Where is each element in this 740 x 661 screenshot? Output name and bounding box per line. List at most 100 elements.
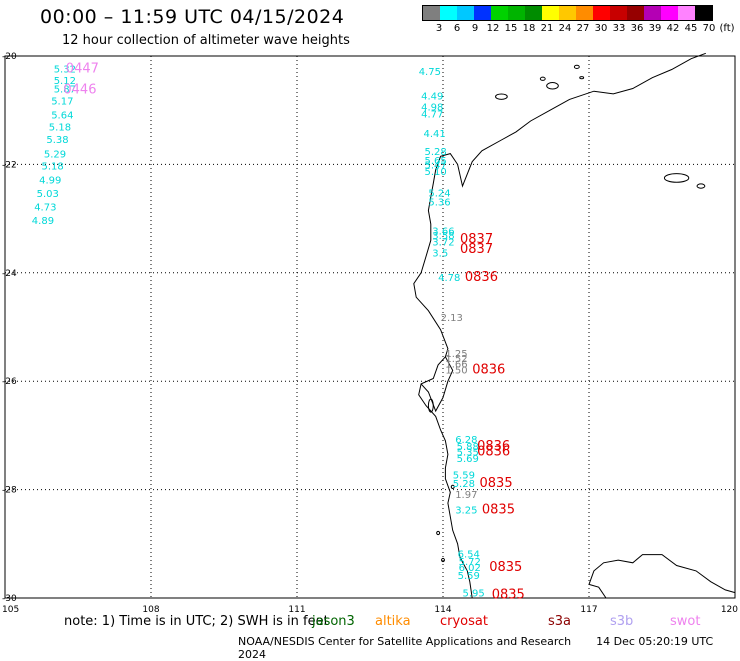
pass-time-label: 0836 bbox=[465, 270, 498, 285]
legend-swatch bbox=[695, 6, 712, 20]
page-subtitle: 12 hour collection of altimeter wave hei… bbox=[62, 33, 350, 48]
pass-time-label: 0837 bbox=[460, 232, 493, 247]
wave-height-value: 5.29 bbox=[44, 150, 66, 161]
satellite-label-jason3: jason3 bbox=[312, 614, 355, 629]
wave-height-value: 1.97 bbox=[455, 490, 477, 501]
island bbox=[450, 484, 455, 490]
longitude-label: 114 bbox=[434, 605, 451, 615]
wave-height-value: 5.17 bbox=[51, 96, 73, 107]
island bbox=[436, 530, 441, 536]
wave-height-value: 4.89 bbox=[32, 216, 54, 227]
legend-label: 24 bbox=[558, 23, 572, 34]
coastline bbox=[413, 52, 706, 599]
legend-color-bar bbox=[422, 5, 713, 21]
wave-height-value: 5.28 bbox=[453, 479, 475, 490]
legend-label: 15 bbox=[504, 23, 518, 34]
wave-height-value: 5.03 bbox=[37, 189, 59, 200]
legend-label: 12 bbox=[486, 23, 500, 34]
wave-height-value: 4.49 bbox=[421, 92, 443, 103]
satellite-label-altika: altika bbox=[375, 614, 411, 629]
wave-height-value: 5.95 bbox=[463, 589, 485, 600]
pass-time-label: 0835 bbox=[492, 588, 525, 603]
pass-time-label: 0835 bbox=[480, 476, 513, 491]
legend-swatch bbox=[678, 6, 695, 20]
wave-height-value: 1.66 bbox=[445, 359, 467, 370]
legend-label: 6 bbox=[453, 23, 461, 34]
legend-swatch bbox=[440, 6, 457, 20]
wave-height-value: 4.77 bbox=[421, 110, 443, 121]
island bbox=[427, 398, 434, 413]
pass-time-label: 0446 bbox=[63, 83, 96, 98]
wave-height-value: 1.25 bbox=[445, 349, 467, 360]
legend-swatch bbox=[525, 6, 542, 20]
wave-height-value: 5.59 bbox=[458, 571, 480, 582]
wave-height-value: 5.65 bbox=[425, 156, 447, 167]
pass-time-label: 0836 bbox=[472, 362, 505, 377]
island bbox=[696, 183, 706, 189]
wave-height-value: 5.10 bbox=[425, 167, 447, 178]
legend-label: 27 bbox=[576, 23, 590, 34]
wave-height-value: 5.28 bbox=[425, 147, 447, 158]
wave-height-value: 5.59 bbox=[453, 470, 475, 481]
legend-swatch bbox=[627, 6, 644, 20]
map-frame bbox=[4, 55, 736, 599]
wave-height-value: 3.66 bbox=[432, 227, 454, 238]
legend-swatch bbox=[457, 6, 474, 20]
pass-time-label: 0835 bbox=[482, 503, 515, 518]
legend-swatch bbox=[423, 6, 440, 20]
wave-height-value: 3.5 bbox=[432, 249, 448, 260]
legend-label: (ft) bbox=[719, 23, 735, 34]
footer-note: note: 1) Time is in UTC; 2) SWH is in fe… bbox=[64, 614, 329, 629]
legend-label: 21 bbox=[540, 23, 554, 34]
legend-swatch bbox=[593, 6, 610, 20]
latitude-label: -30 bbox=[2, 594, 17, 604]
wave-height-value: 5.32 bbox=[54, 65, 76, 76]
satellite-label-s3a: s3a bbox=[548, 614, 572, 629]
wave-height-value: 5.88 bbox=[457, 442, 479, 453]
credit-text: NOAA/NESDIS Center for Satellite Applica… bbox=[238, 635, 572, 648]
legend-swatch bbox=[542, 6, 559, 20]
legend-label: 39 bbox=[648, 23, 662, 34]
legend-label: 3 bbox=[435, 23, 443, 34]
longitude-label: 108 bbox=[142, 605, 159, 615]
legend-label: 36 bbox=[630, 23, 644, 34]
wave-height-value: 4.98 bbox=[421, 102, 443, 113]
island bbox=[573, 64, 580, 69]
legend-label: 45 bbox=[684, 23, 698, 34]
island bbox=[546, 82, 559, 90]
wave-height-value: 4.75 bbox=[419, 67, 441, 78]
legend-swatch bbox=[576, 6, 593, 20]
southern-coast bbox=[588, 554, 736, 599]
wave-height-value: 6.54 bbox=[458, 550, 480, 561]
shark-bay-coast bbox=[420, 356, 454, 413]
wave-height-value: 5.69 bbox=[457, 454, 479, 465]
wave-height-value: 5.35 bbox=[457, 448, 479, 459]
island bbox=[441, 557, 445, 563]
footer-credit: NOAA/NESDIS Center for Satellite Applica… bbox=[238, 635, 740, 661]
legend-labels: 3 6 9 12 15 18 21 24 27 30 33 36 39 42 45 70 (ft) bbox=[422, 21, 735, 35]
legend-swatch bbox=[559, 6, 576, 20]
legend-label: 33 bbox=[612, 23, 626, 34]
longitude-label: 117 bbox=[580, 605, 597, 615]
legend-label: 9 bbox=[471, 23, 479, 34]
latitude-label: -24 bbox=[2, 269, 17, 279]
wave-height-value: 5.18 bbox=[49, 123, 71, 134]
wave-height-legend: 3 6 9 12 15 18 21 24 27 30 33 36 39 42 45 70 (ft) bbox=[422, 5, 735, 35]
wave-height-value: 6.28 bbox=[455, 435, 477, 446]
wave-height-value: 4.99 bbox=[39, 176, 61, 187]
pass-time-label: 0836 bbox=[477, 439, 510, 454]
wave-height-value: 3.25 bbox=[455, 506, 477, 517]
wave-height-value: 5.72 bbox=[459, 557, 481, 568]
wave-height-value: 5.36 bbox=[428, 197, 450, 208]
wave-height-value: 5.64 bbox=[51, 111, 73, 122]
island bbox=[663, 173, 690, 183]
legend-swatch bbox=[474, 6, 491, 20]
longitude-label: 111 bbox=[288, 605, 305, 615]
satellite-label-cryosat: cryosat bbox=[440, 614, 488, 629]
legend-label: 18 bbox=[522, 23, 536, 34]
pass-time-label: 0447 bbox=[66, 62, 99, 77]
wave-height-value: 5.18 bbox=[42, 162, 64, 173]
pass-time-label: 0835 bbox=[489, 560, 522, 575]
latitude-label: -26 bbox=[2, 377, 17, 387]
